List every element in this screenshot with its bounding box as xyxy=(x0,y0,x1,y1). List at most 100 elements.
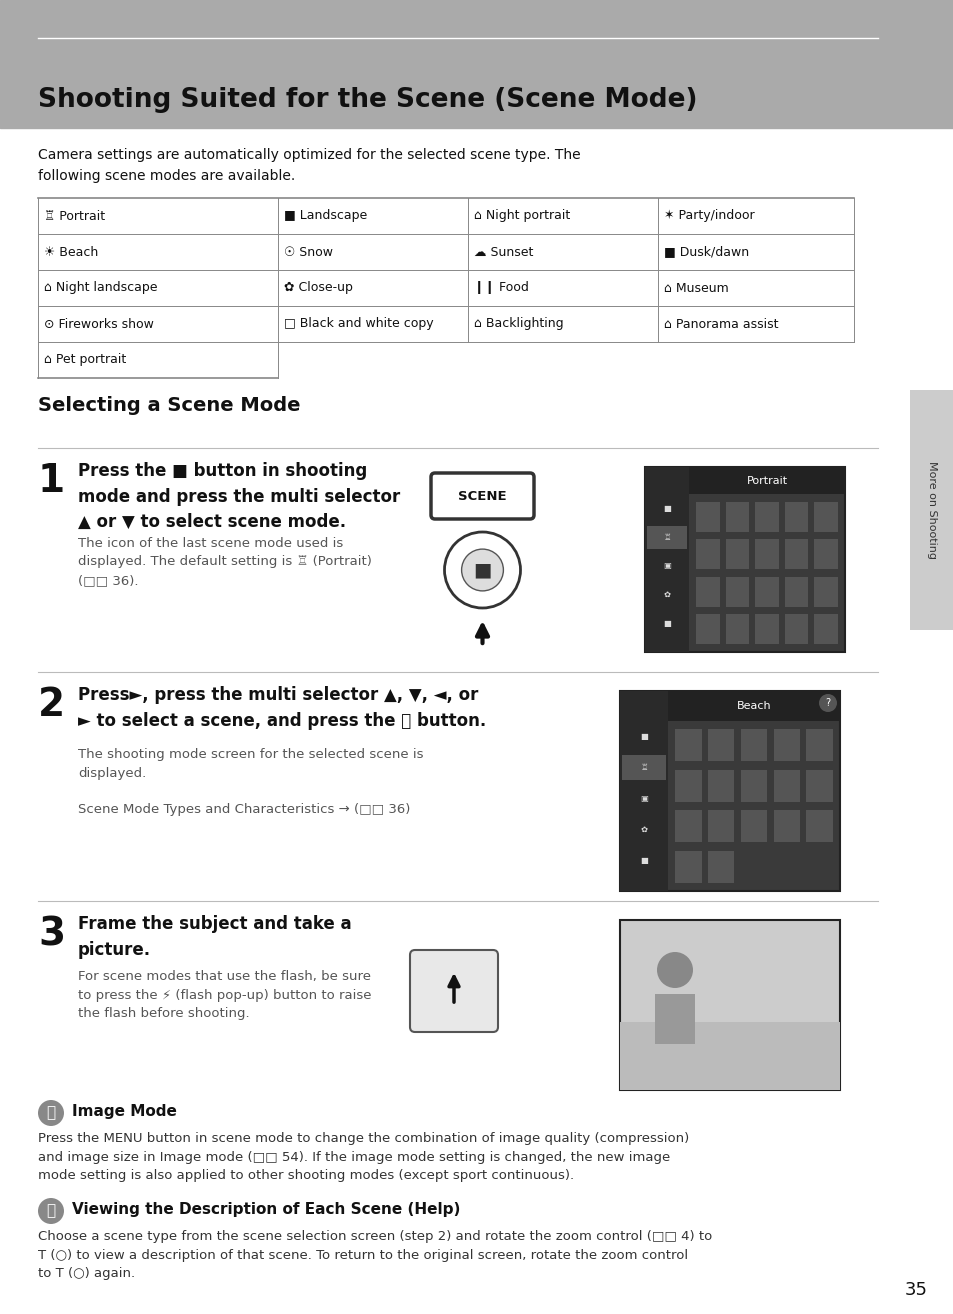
Bar xyxy=(725,502,748,532)
Text: The icon of the last scene mode used is
displayed. The default setting is ♖ (Por: The icon of the last scene mode used is … xyxy=(78,537,372,587)
Bar xyxy=(621,786,665,811)
Bar xyxy=(621,724,665,749)
Bar xyxy=(814,539,837,569)
Bar xyxy=(688,466,844,494)
Bar xyxy=(784,502,807,532)
Text: Portrait: Portrait xyxy=(745,476,787,485)
Circle shape xyxy=(461,549,503,591)
Text: ☁ Sunset: ☁ Sunset xyxy=(474,246,533,259)
Bar xyxy=(619,920,840,1091)
Text: ■: ■ xyxy=(662,503,670,512)
Bar xyxy=(707,809,734,842)
Text: More on Shooting: More on Shooting xyxy=(926,461,936,558)
Text: Shooting Suited for the Scene (Scene Mode): Shooting Suited for the Scene (Scene Mod… xyxy=(38,87,697,113)
Bar xyxy=(646,555,686,577)
Circle shape xyxy=(38,1100,64,1126)
FancyBboxPatch shape xyxy=(431,473,534,519)
Bar xyxy=(725,539,748,569)
Bar xyxy=(707,770,734,802)
Text: 1: 1 xyxy=(38,463,65,501)
Bar xyxy=(655,993,695,1043)
Text: ♖: ♖ xyxy=(639,763,647,771)
Text: Ⓡ: Ⓡ xyxy=(47,1204,55,1218)
Text: Press the ■ button in shooting
mode and press the multi selector
▲ or ▼ to selec: Press the ■ button in shooting mode and … xyxy=(78,463,400,531)
Circle shape xyxy=(444,532,520,608)
Text: ⊙ Fireworks show: ⊙ Fireworks show xyxy=(44,318,153,331)
Bar xyxy=(773,729,799,761)
Text: Beach: Beach xyxy=(736,700,771,711)
Circle shape xyxy=(38,1198,64,1225)
Bar xyxy=(740,729,766,761)
Text: ⌂ Pet portrait: ⌂ Pet portrait xyxy=(44,353,126,367)
Bar xyxy=(755,502,778,532)
Bar xyxy=(644,466,844,652)
Bar xyxy=(784,539,807,569)
Bar xyxy=(773,770,799,802)
Text: ⌂ Backlighting: ⌂ Backlighting xyxy=(474,318,563,331)
Bar xyxy=(755,614,778,644)
Bar xyxy=(814,614,837,644)
Text: Selecting a Scene Mode: Selecting a Scene Mode xyxy=(38,396,300,415)
Bar xyxy=(707,729,734,761)
Text: SCENE: SCENE xyxy=(457,490,506,502)
Text: ▣: ▣ xyxy=(639,794,647,803)
Bar xyxy=(725,614,748,644)
Bar xyxy=(784,614,807,644)
Text: ♖ Portrait: ♖ Portrait xyxy=(44,209,105,222)
Bar xyxy=(805,770,832,802)
Text: Press►, press the multi selector ▲, ▼, ◄, or
► to select a scene, and press the : Press►, press the multi selector ▲, ▼, ◄… xyxy=(78,686,486,729)
Bar xyxy=(805,729,832,761)
Bar xyxy=(621,848,665,872)
Text: ⌂ Museum: ⌂ Museum xyxy=(663,281,728,294)
Text: 35: 35 xyxy=(903,1281,926,1300)
Bar xyxy=(755,577,778,607)
Bar xyxy=(667,691,840,721)
Bar xyxy=(621,756,665,779)
Bar xyxy=(646,497,686,520)
Circle shape xyxy=(657,953,692,988)
Bar xyxy=(740,809,766,842)
Bar xyxy=(675,809,700,842)
Bar xyxy=(696,614,719,644)
Text: ■ Dusk/dawn: ■ Dusk/dawn xyxy=(663,246,748,259)
Bar xyxy=(814,577,837,607)
Bar xyxy=(675,729,700,761)
Text: For scene modes that use the flash, be sure
to press the ⚡ (flash pop-up) button: For scene modes that use the flash, be s… xyxy=(78,970,371,1020)
Circle shape xyxy=(818,694,836,712)
Text: ▣: ▣ xyxy=(662,561,670,570)
Bar xyxy=(619,1022,840,1091)
Text: ❙❙ Food: ❙❙ Food xyxy=(474,281,528,294)
Bar xyxy=(805,809,832,842)
Bar xyxy=(696,502,719,532)
Text: ☉ Snow: ☉ Snow xyxy=(284,246,333,259)
Text: ☀ Beach: ☀ Beach xyxy=(44,246,98,259)
Bar xyxy=(696,539,719,569)
Text: 3: 3 xyxy=(38,915,65,953)
Text: ■: ■ xyxy=(662,619,670,628)
Text: ■ Landscape: ■ Landscape xyxy=(284,209,367,222)
Bar xyxy=(696,577,719,607)
Bar xyxy=(644,466,688,652)
Bar xyxy=(619,691,840,891)
Text: ■: ■ xyxy=(639,855,647,865)
Text: Ⓡ: Ⓡ xyxy=(47,1105,55,1121)
Text: Frame the subject and take a
picture.: Frame the subject and take a picture. xyxy=(78,915,352,959)
Text: □ Black and white copy: □ Black and white copy xyxy=(284,318,434,331)
Bar xyxy=(755,539,778,569)
Bar xyxy=(707,850,734,883)
Text: The shooting mode screen for the selected scene is
displayed.

Scene Mode Types : The shooting mode screen for the selecte… xyxy=(78,748,423,816)
Bar xyxy=(725,577,748,607)
Text: Choose a scene type from the scene selection screen (step 2) and rotate the zoom: Choose a scene type from the scene selec… xyxy=(38,1230,712,1280)
Text: ■: ■ xyxy=(473,561,491,579)
Text: ?: ? xyxy=(824,698,830,708)
Text: ⌂ Night portrait: ⌂ Night portrait xyxy=(474,209,570,222)
Bar xyxy=(675,850,700,883)
Bar xyxy=(646,526,686,548)
Text: Camera settings are automatically optimized for the selected scene type. The
fol: Camera settings are automatically optimi… xyxy=(38,148,580,183)
Bar xyxy=(0,0,953,127)
Text: Image Mode: Image Mode xyxy=(71,1104,176,1120)
Bar xyxy=(740,770,766,802)
Text: ♖: ♖ xyxy=(662,532,670,541)
Bar xyxy=(675,770,700,802)
Bar xyxy=(646,583,686,606)
